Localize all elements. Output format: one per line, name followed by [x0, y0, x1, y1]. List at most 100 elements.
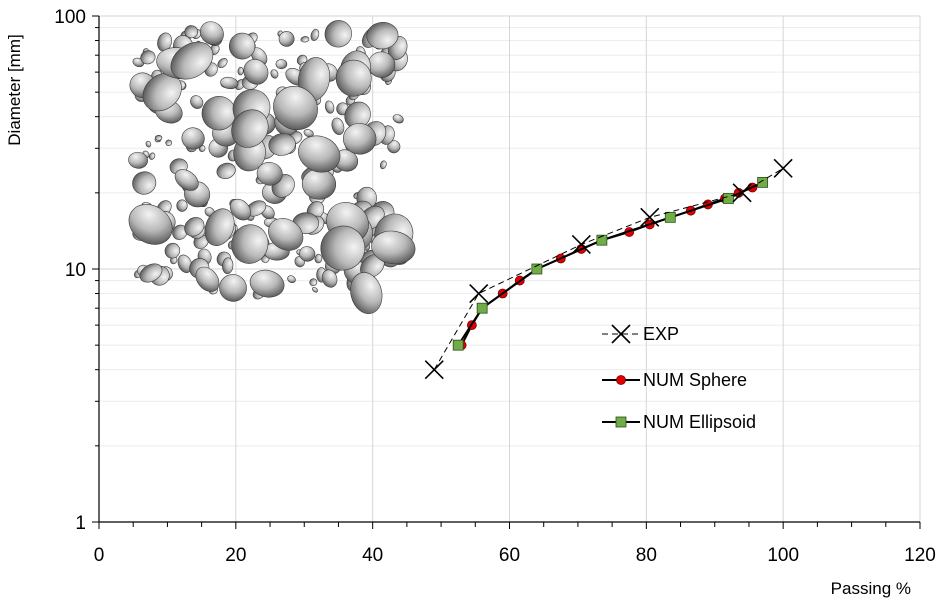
- particle: [344, 101, 371, 129]
- particle: [366, 21, 399, 50]
- sphere-marker: [616, 375, 626, 385]
- particle: [314, 253, 323, 264]
- particle: [174, 169, 199, 191]
- particle: [237, 66, 244, 76]
- particle: [184, 217, 205, 237]
- particle: [177, 254, 193, 273]
- particle: [371, 230, 416, 265]
- legend: EXP NUM Sphere NUM Ellipsoid: [602, 324, 756, 432]
- particle: [379, 160, 387, 170]
- particle: [190, 95, 204, 109]
- particle: [243, 59, 269, 85]
- particle: [275, 59, 288, 70]
- particle: [331, 117, 345, 135]
- particle: [222, 257, 234, 274]
- exp-marker-stroke: [571, 234, 591, 255]
- particle: [321, 269, 338, 288]
- legend-label: NUM Ellipsoid: [643, 412, 756, 432]
- legend-label: NUM Sphere: [643, 370, 747, 390]
- y-tick-label: 10: [65, 260, 86, 281]
- particle: [268, 133, 296, 156]
- particle: [287, 275, 296, 284]
- series-line: [457, 181, 764, 346]
- series-line: [460, 186, 753, 346]
- particle: [145, 140, 152, 148]
- particle: [154, 134, 163, 141]
- particle: [392, 114, 404, 124]
- particle: [165, 139, 172, 147]
- series-exp: [424, 158, 793, 380]
- exp-marker-stroke: [732, 183, 752, 203]
- x-axis-label: Passing %: [831, 579, 911, 598]
- particle: [303, 129, 314, 138]
- ellipsoid-marker: [531, 263, 543, 275]
- y-tick-label: 1: [75, 513, 86, 534]
- particle: [249, 269, 285, 298]
- x-tick-label: 0: [94, 545, 105, 566]
- x-tick-label: 40: [362, 545, 383, 566]
- particle: [229, 198, 251, 221]
- particle: [310, 28, 320, 41]
- particle: [219, 274, 247, 302]
- grid: [98, 15, 921, 523]
- particle: [216, 162, 236, 179]
- particle: [128, 204, 173, 245]
- particle: [228, 32, 256, 60]
- particle: [300, 36, 310, 43]
- particle: [181, 127, 205, 150]
- legend-entry: NUM Ellipsoid: [602, 412, 756, 432]
- ellipsoid-marker: [615, 416, 627, 428]
- series-layer: [424, 158, 793, 380]
- series-line: [433, 167, 784, 370]
- particle: [132, 171, 157, 195]
- ellipsoid-marker: [452, 339, 464, 351]
- ellipsoid-marker: [596, 234, 608, 246]
- series-num-ellipsoid: [452, 176, 769, 351]
- ellipsoid-marker: [723, 193, 734, 204]
- particle: [231, 109, 269, 148]
- particle: [320, 225, 366, 271]
- particle: [324, 100, 335, 114]
- particle: [324, 20, 352, 48]
- exp-marker-stroke: [640, 207, 660, 227]
- ellipsoid-marker: [757, 176, 769, 188]
- particle: [231, 224, 269, 264]
- x-tick-label: 120: [904, 545, 936, 566]
- particle: [278, 31, 295, 47]
- particle: [220, 76, 239, 90]
- particle: [204, 208, 235, 246]
- particle: [195, 266, 220, 292]
- particle: [335, 59, 372, 97]
- ellipsoid-marker: [476, 302, 488, 314]
- particle: [199, 21, 224, 45]
- particle: [176, 199, 188, 212]
- exp-marker-stroke: [611, 324, 631, 344]
- x-tick-label: 80: [636, 545, 657, 566]
- exp-marker-stroke: [424, 360, 444, 380]
- particle: [309, 278, 318, 287]
- particle: [139, 263, 163, 283]
- particle: [298, 135, 341, 173]
- x-tick-label: 100: [767, 545, 799, 566]
- aggregate-inset-image: [128, 20, 416, 315]
- legend-entry: NUM Sphere: [602, 370, 747, 390]
- particle: [273, 86, 318, 131]
- particle: [140, 50, 156, 65]
- x-tick-label: 60: [499, 545, 520, 566]
- particle: [201, 96, 236, 131]
- x-tick-label: 20: [225, 545, 246, 566]
- particle: [299, 246, 316, 262]
- y-axis-label: Diameter [mm]: [5, 34, 24, 145]
- particle: [184, 25, 198, 39]
- particle: [312, 287, 318, 293]
- ellipsoid-marker: [664, 211, 676, 223]
- particle: [343, 123, 377, 155]
- legend-entry: EXP: [602, 324, 679, 344]
- particle: [164, 242, 181, 259]
- particle: [170, 41, 214, 80]
- exp-marker-stroke: [773, 158, 793, 178]
- particle: [217, 58, 228, 68]
- particle: [268, 218, 304, 251]
